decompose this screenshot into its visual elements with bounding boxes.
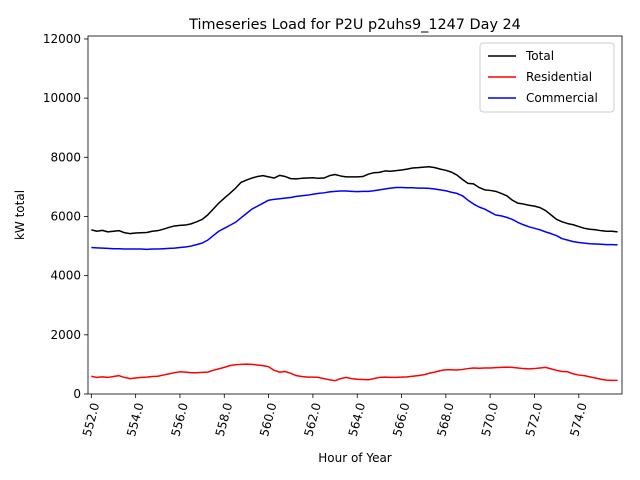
series-line-residential: [91, 363, 618, 382]
legend-box: [479, 42, 615, 113]
y-tick-label: 4000: [50, 269, 81, 283]
legend: Total Residential Commercial: [479, 42, 615, 113]
y-tick-label: 6000: [50, 209, 81, 223]
y-tick-label: 8000: [50, 150, 81, 164]
chart-title: Timeseries Load for P2U p2uhs9_1247 Day …: [188, 17, 521, 33]
y-tick-label: 2000: [50, 328, 81, 342]
y-tick-label: 10000: [43, 91, 81, 105]
series-line-total: [91, 166, 618, 235]
x-axis-title: Hour of Year: [318, 451, 392, 465]
y-tick-label: 0: [73, 387, 81, 401]
series-line-commercial: [91, 186, 618, 251]
legend-label-total: Total: [525, 49, 554, 63]
y-axis-title: kW total: [13, 190, 27, 240]
series-layer: [91, 166, 618, 382]
legend-label-residential: Residential: [526, 70, 592, 84]
y-tick-label: 12000: [43, 32, 81, 46]
y-axis: 0 2000 4000 6000 8000 10000 12000: [43, 32, 88, 401]
legend-label-commercial: Commercial: [526, 91, 598, 105]
